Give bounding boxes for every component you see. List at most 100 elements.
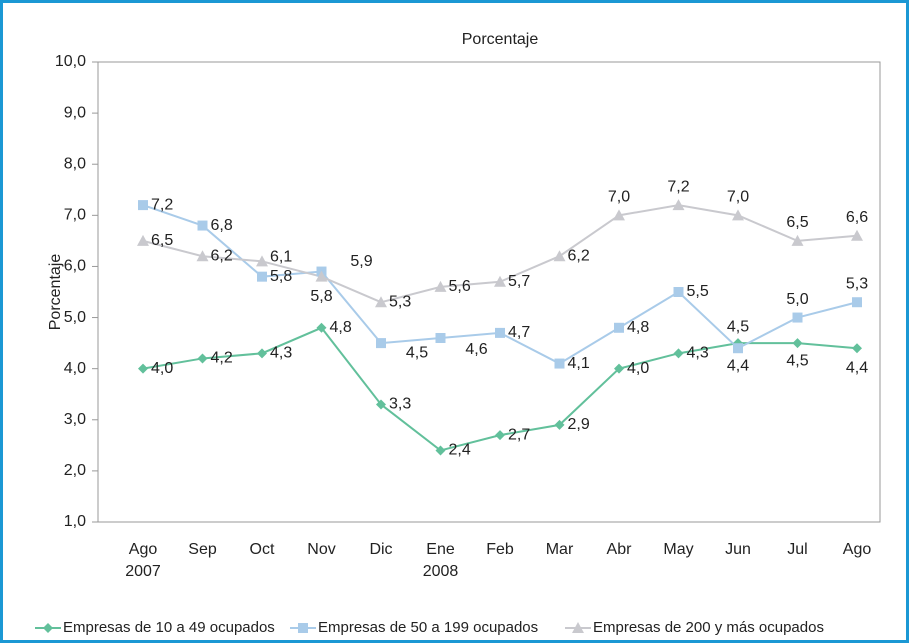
data-label: 4,4 xyxy=(727,357,749,374)
data-point xyxy=(791,234,804,246)
x-tick-label: Feb xyxy=(486,541,514,558)
y-tick-label: 1,0 xyxy=(64,513,86,530)
data-point xyxy=(138,200,148,211)
legend-label: Empresas de 50 a 199 ocupados xyxy=(318,619,538,636)
data-label: 4,2 xyxy=(211,350,233,367)
data-point xyxy=(494,275,506,287)
data-label: 5,0 xyxy=(786,291,808,308)
legend-label: Empresas de 200 y más ocupados xyxy=(593,619,824,636)
data-point xyxy=(197,220,208,231)
x-tick-label: Sep xyxy=(188,541,217,558)
data-label: 6,5 xyxy=(786,214,808,231)
data-point xyxy=(435,333,446,343)
data-label: 5,3 xyxy=(846,275,868,292)
data-label: 4,7 xyxy=(508,324,530,341)
data-point xyxy=(613,209,625,221)
data-point xyxy=(137,234,149,246)
data-label: 5,8 xyxy=(310,288,332,305)
data-label: 6,6 xyxy=(846,209,868,226)
legend-marker xyxy=(298,623,308,633)
data-label: 3,3 xyxy=(389,396,411,413)
data-label: 4,3 xyxy=(270,345,292,362)
y-tick-label: 3,0 xyxy=(64,411,86,428)
data-label: 5,5 xyxy=(687,283,709,300)
y-tick-label: 2,0 xyxy=(64,462,86,479)
x-tick-label: Ago xyxy=(843,541,872,558)
data-label: 4,5 xyxy=(786,352,808,369)
data-point xyxy=(376,399,386,410)
legend-marker xyxy=(43,623,53,633)
data-label: 4,0 xyxy=(627,360,649,377)
data-point xyxy=(614,322,624,333)
x-tick-label: Abr xyxy=(607,541,633,558)
data-point xyxy=(434,280,447,292)
data-point xyxy=(852,297,862,308)
data-point xyxy=(732,209,744,221)
data-point xyxy=(257,271,267,282)
data-point xyxy=(851,229,863,241)
data-point xyxy=(315,270,328,282)
x-tick-label: Ene xyxy=(426,541,455,558)
data-point xyxy=(673,287,684,297)
legend-label: Empresas de 10 a 49 ocupados xyxy=(63,619,275,636)
data-label: 7,2 xyxy=(151,196,173,213)
data-label: 4,1 xyxy=(568,355,590,372)
data-point xyxy=(196,250,209,262)
x-tick-label: Jul xyxy=(787,541,807,558)
data-label: 7,0 xyxy=(727,189,749,206)
data-point xyxy=(614,363,624,374)
y-tick-label: 6,0 xyxy=(64,258,86,275)
x-tick-sublabel: 2007 xyxy=(125,563,161,580)
legend-marker xyxy=(572,622,584,633)
data-label: 6,8 xyxy=(211,217,233,234)
data-label: 4,8 xyxy=(627,319,649,336)
data-label: 4,8 xyxy=(330,319,352,336)
plot-area xyxy=(97,61,881,523)
chart-title: Porcentaje xyxy=(462,31,539,48)
y-tick-label: 7,0 xyxy=(64,207,86,224)
x-tick-label: Mar xyxy=(546,541,574,558)
data-label: 4,0 xyxy=(151,360,173,377)
data-label: 2,4 xyxy=(449,442,471,459)
data-point xyxy=(672,199,685,211)
data-point xyxy=(376,338,386,349)
x-tick-label: May xyxy=(663,541,693,558)
data-label: 6,1 xyxy=(270,249,292,266)
data-point xyxy=(256,255,268,267)
x-tick-label: Nov xyxy=(307,541,335,558)
x-tick-sublabel: 2008 xyxy=(423,563,459,580)
data-label: 6,2 xyxy=(568,247,590,264)
data-point xyxy=(495,430,505,441)
data-point xyxy=(792,338,803,349)
y-tick-label: 10,0 xyxy=(55,53,86,70)
y-tick-label: 9,0 xyxy=(64,104,86,121)
data-label: 5,6 xyxy=(449,278,471,295)
data-label: 5,3 xyxy=(389,293,411,310)
x-tick-label: Ago xyxy=(129,541,158,558)
data-point xyxy=(733,343,743,354)
data-point xyxy=(435,445,446,456)
data-label: 7,0 xyxy=(608,189,630,206)
data-label: 5,8 xyxy=(270,268,292,285)
data-label: 4,3 xyxy=(687,345,709,362)
data-label: 4,5 xyxy=(727,318,749,335)
y-tick-label: 4,0 xyxy=(64,360,86,377)
data-label: 5,9 xyxy=(350,253,372,270)
data-point xyxy=(375,296,387,308)
data-label: 2,7 xyxy=(508,426,530,443)
data-label: 4,4 xyxy=(846,359,868,376)
data-point xyxy=(495,327,505,338)
data-point xyxy=(792,312,803,323)
data-point xyxy=(197,353,208,364)
data-point xyxy=(673,348,684,359)
data-label: 2,9 xyxy=(568,416,590,433)
x-tick-label: Oct xyxy=(250,541,275,558)
data-point xyxy=(553,250,566,262)
y-axis-label: Porcentaje xyxy=(47,254,64,331)
data-label: 4,5 xyxy=(406,344,428,361)
data-label: 4,6 xyxy=(465,341,487,358)
data-point xyxy=(138,363,148,374)
x-tick-label: Jun xyxy=(725,541,751,558)
